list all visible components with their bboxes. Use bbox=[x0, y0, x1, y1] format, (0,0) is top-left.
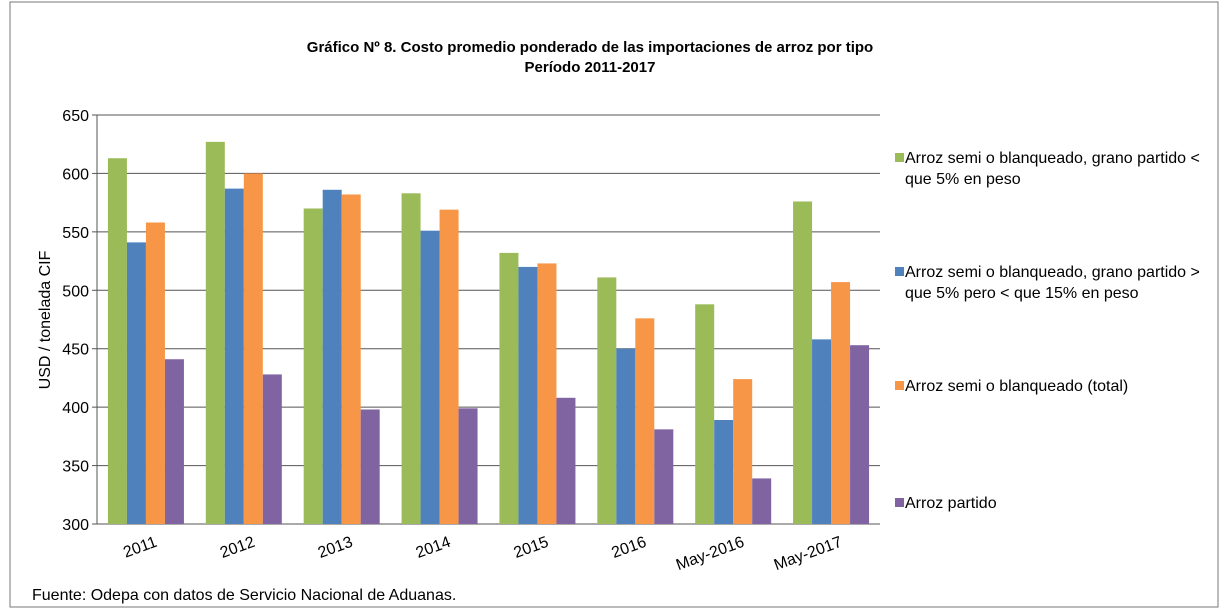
legend-label: Arroz semi o blanqueado (total) bbox=[905, 378, 1129, 395]
y-tick-label: 350 bbox=[62, 459, 89, 476]
y-tick-label: 300 bbox=[62, 517, 89, 534]
legend-swatch bbox=[895, 498, 904, 507]
legend-entry: Arroz partido bbox=[895, 493, 1205, 514]
bar bbox=[537, 263, 557, 524]
legend-label: Arroz partido bbox=[905, 495, 997, 512]
legend-entry: Arroz semi o blanqueado, grano partido >… bbox=[895, 262, 1205, 304]
bar bbox=[752, 478, 772, 524]
bar bbox=[695, 304, 715, 524]
bar bbox=[793, 201, 813, 524]
bar bbox=[303, 208, 323, 524]
source-note: Fuente: Odepa con datos de Servicio Naci… bbox=[32, 587, 456, 604]
legend-swatch bbox=[895, 267, 904, 276]
bar bbox=[401, 193, 421, 524]
y-tick-label: 550 bbox=[62, 225, 89, 242]
bar bbox=[164, 359, 184, 524]
legend-swatch bbox=[895, 153, 904, 162]
bar bbox=[616, 348, 636, 524]
y-tick-label: 650 bbox=[62, 108, 89, 125]
legend-entry: Arroz semi o blanqueado (total) bbox=[895, 376, 1205, 397]
bar bbox=[420, 230, 440, 524]
bar bbox=[262, 374, 282, 524]
bar bbox=[243, 173, 263, 524]
bar bbox=[597, 277, 617, 524]
bar bbox=[341, 194, 361, 524]
bar bbox=[458, 408, 478, 524]
bar bbox=[733, 379, 753, 524]
bar bbox=[812, 339, 832, 524]
bar bbox=[556, 397, 576, 524]
bar bbox=[126, 242, 146, 525]
bar bbox=[205, 141, 225, 524]
y-tick-label: 600 bbox=[62, 166, 89, 183]
bar bbox=[439, 209, 459, 524]
bar bbox=[224, 188, 244, 524]
y-tick-label: 400 bbox=[62, 400, 89, 417]
bar bbox=[850, 345, 870, 524]
bar bbox=[654, 429, 674, 524]
bar bbox=[322, 189, 342, 524]
chart-subtitle: Período 2011-2017 bbox=[525, 59, 656, 76]
bar bbox=[714, 419, 734, 524]
y-tick-label: 500 bbox=[62, 283, 89, 300]
bar bbox=[360, 409, 380, 524]
legend-label: Arroz semi o blanqueado, grano partido <… bbox=[905, 150, 1200, 188]
y-tick-label: 450 bbox=[62, 342, 89, 359]
bar bbox=[518, 266, 538, 524]
bar bbox=[831, 282, 851, 524]
legend-label: Arroz semi o blanqueado, grano partido >… bbox=[905, 264, 1200, 302]
legend-entry: Arroz semi o blanqueado, grano partido <… bbox=[895, 148, 1205, 190]
y-axis-label: USD / tonelada CIF bbox=[37, 250, 54, 389]
bar bbox=[635, 318, 655, 524]
legend-swatch bbox=[895, 381, 904, 390]
bar bbox=[499, 252, 519, 525]
bar bbox=[145, 222, 165, 524]
bar bbox=[107, 158, 127, 525]
chart-title: Gráfico Nº 8. Costo promedio ponderado d… bbox=[307, 39, 873, 56]
